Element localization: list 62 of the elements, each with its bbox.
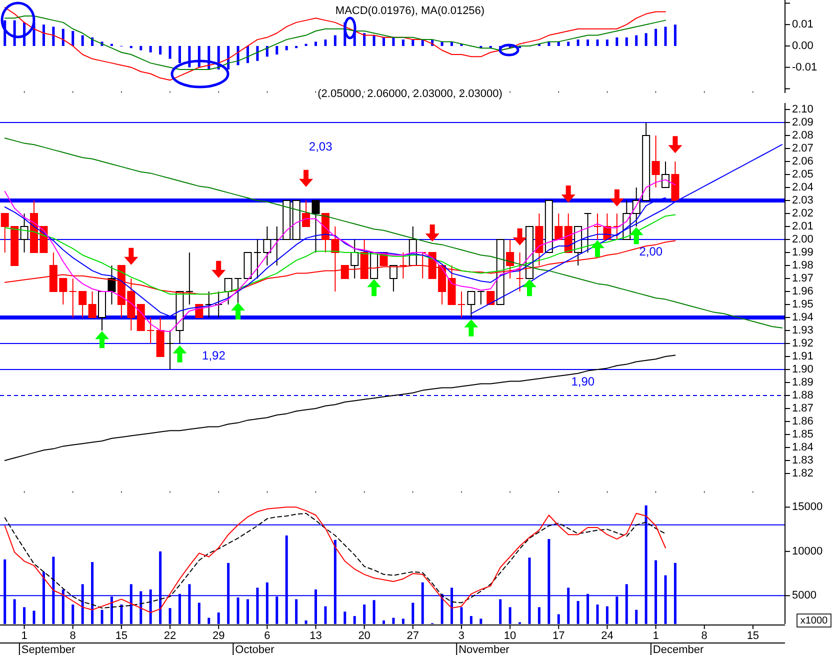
y-tick-label: 10000 bbox=[792, 545, 823, 558]
x-tick-label: 1 bbox=[652, 630, 659, 642]
y-tick-label: 1.96 bbox=[792, 285, 814, 298]
y-tick-label: 2.02 bbox=[792, 207, 814, 220]
text: October bbox=[235, 644, 275, 655]
x-tick-label: 15 bbox=[115, 630, 128, 642]
x-tick-label: 13 bbox=[310, 630, 322, 642]
text: September bbox=[21, 644, 76, 655]
y-tick-label: 1.98 bbox=[792, 259, 814, 272]
text: December bbox=[652, 644, 704, 655]
y-tick-label: 0.01 bbox=[792, 18, 814, 30]
y-tick-label: 1.95 bbox=[792, 298, 814, 310]
y-tick-label: 2.08 bbox=[792, 129, 814, 142]
y-tick-label: 15000 bbox=[792, 501, 823, 514]
y-tick-label: 1.90 bbox=[792, 363, 814, 376]
y-tick-label: 1.87 bbox=[792, 402, 814, 414]
y-tick-label: 1.88 bbox=[792, 389, 814, 402]
y-tick-label: 2.04 bbox=[792, 181, 814, 194]
ref-line-label: 2,00 bbox=[639, 244, 663, 258]
y-tick-label: 1.93 bbox=[792, 324, 814, 336]
text: MACD(0.01976), MA(0.01256) bbox=[335, 5, 485, 17]
y-tick-label: 1.94 bbox=[792, 311, 814, 324]
y-tick-label: 2.10 bbox=[792, 103, 814, 116]
y-tick-label: 1.84 bbox=[792, 441, 814, 454]
x-tick-label: 8 bbox=[70, 630, 76, 642]
y-tick-label: -0.01 bbox=[792, 61, 818, 74]
y-tick-label: 1.82 bbox=[792, 467, 814, 480]
y-tick-label: 1.89 bbox=[792, 376, 814, 388]
chart-title: (2.05000, 2.06000, 2.03000, 2.03000) bbox=[318, 88, 502, 100]
x-tick-label: 17 bbox=[552, 630, 565, 642]
ref-line-label: 2,03 bbox=[308, 140, 333, 154]
y-tick-label: 1.85 bbox=[792, 428, 814, 440]
y-tick-label: 0.00 bbox=[792, 40, 814, 52]
y-tick-label: 5000 bbox=[792, 590, 816, 602]
y-tick-label: 1.83 bbox=[792, 454, 814, 466]
y-axis-title: x1000 bbox=[800, 616, 828, 626]
ref-line-label: 1,92 bbox=[202, 348, 226, 362]
y-tick-label: 1.97 bbox=[792, 272, 814, 284]
x-tick-label: 27 bbox=[406, 630, 420, 642]
y-tick-label: 1.86 bbox=[792, 415, 814, 428]
y-tick-label: 2.01 bbox=[792, 220, 814, 232]
x-tick-label: 20 bbox=[358, 630, 370, 642]
text: November bbox=[458, 644, 510, 655]
y-tick-label: 2.07 bbox=[792, 142, 814, 154]
x-tick-label: 24 bbox=[601, 630, 614, 642]
x-tick-label: 29 bbox=[212, 630, 225, 642]
x-tick-label: 22 bbox=[164, 630, 176, 642]
y-tick-label: 1.91 bbox=[792, 350, 814, 362]
x-tick-label: 3 bbox=[458, 630, 465, 642]
y-tick-label: 2.00 bbox=[792, 233, 814, 246]
y-tick-label: 2.03 bbox=[792, 194, 814, 206]
y-tick-label: 2.06 bbox=[792, 155, 814, 168]
ref-line-label: 1,90 bbox=[571, 374, 595, 388]
x-tick-label: 15 bbox=[746, 630, 760, 642]
x-tick-label: 1 bbox=[21, 630, 28, 642]
x-tick-label: 6 bbox=[264, 630, 270, 642]
y-tick-label: 1.92 bbox=[792, 337, 814, 350]
y-tick-label: 2.05 bbox=[792, 168, 814, 180]
x-tick-label: 10 bbox=[504, 630, 516, 642]
x-tick-label: 8 bbox=[701, 630, 708, 642]
y-tick-label: 1.99 bbox=[792, 246, 814, 258]
y-tick-label: 2.09 bbox=[792, 116, 814, 128]
